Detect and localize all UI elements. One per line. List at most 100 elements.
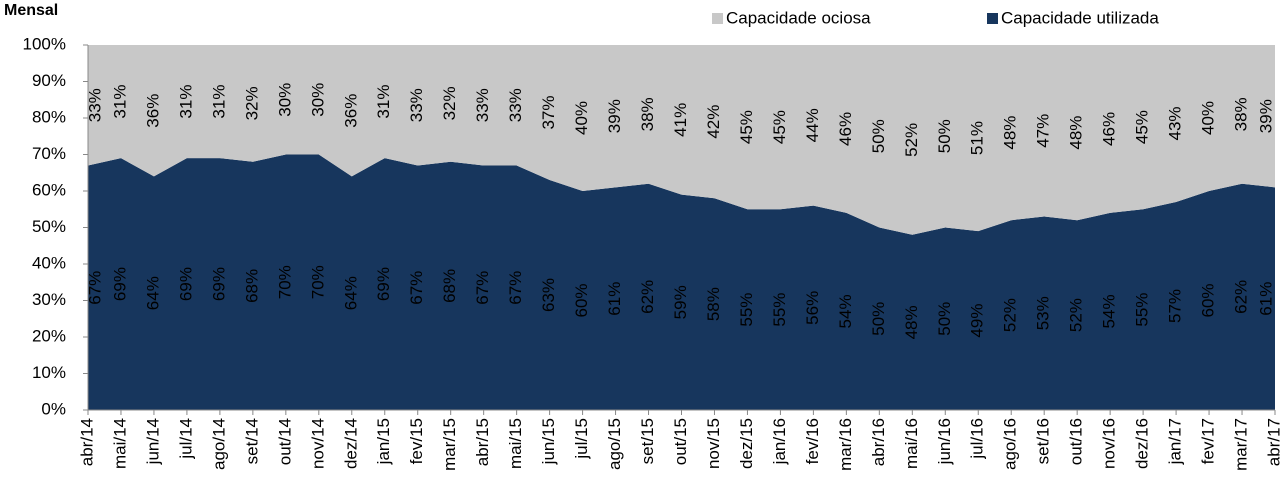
x-tick-label: jul/16 bbox=[968, 418, 987, 460]
data-label: 46% bbox=[1100, 112, 1119, 146]
y-tick-label: 0% bbox=[41, 399, 66, 418]
x-tick-label: mai/15 bbox=[506, 418, 525, 469]
data-label: 31% bbox=[374, 85, 393, 119]
data-label: 50% bbox=[869, 302, 888, 336]
data-label: 31% bbox=[110, 85, 129, 119]
area bbox=[88, 45, 1275, 235]
data-label: 56% bbox=[803, 291, 822, 325]
x-tick-label: mai/16 bbox=[902, 418, 921, 469]
data-label: 33% bbox=[473, 88, 492, 122]
data-label: 45% bbox=[737, 110, 756, 144]
x-tick-label: mar/15 bbox=[440, 418, 459, 471]
data-label: 33% bbox=[85, 88, 104, 122]
data-label: 40% bbox=[572, 101, 591, 135]
data-label: 69% bbox=[374, 267, 393, 301]
x-tick-label: jun/15 bbox=[539, 418, 558, 465]
data-label: 64% bbox=[143, 276, 162, 310]
x-tick-label: fev/15 bbox=[407, 418, 426, 464]
data-label: 45% bbox=[1133, 110, 1152, 144]
plot-area bbox=[88, 45, 1275, 410]
data-label: 50% bbox=[869, 119, 888, 153]
data-label: 55% bbox=[770, 293, 789, 327]
data-label: 51% bbox=[968, 121, 987, 155]
y-tick-label: 80% bbox=[32, 107, 66, 126]
x-tick-label: jun/14 bbox=[143, 418, 162, 465]
x-tick-label: nov/14 bbox=[308, 418, 327, 469]
x-tick-label: mar/16 bbox=[836, 418, 855, 471]
x-tick-label: nov/16 bbox=[1100, 418, 1119, 469]
data-label: 50% bbox=[935, 119, 954, 153]
data-label: 46% bbox=[836, 112, 855, 146]
data-label: 62% bbox=[638, 280, 657, 314]
y-tick-label: 50% bbox=[32, 217, 66, 236]
data-label: 67% bbox=[506, 271, 525, 305]
data-label: 55% bbox=[737, 293, 756, 327]
x-tick-label: jul/14 bbox=[176, 418, 195, 460]
data-label: 69% bbox=[176, 267, 195, 301]
data-label: 48% bbox=[1067, 116, 1086, 150]
data-label: 52% bbox=[902, 123, 921, 157]
data-label: 55% bbox=[1133, 293, 1152, 327]
data-label: 58% bbox=[704, 287, 723, 321]
data-label: 60% bbox=[572, 283, 591, 317]
data-label: 38% bbox=[638, 97, 657, 131]
x-tick-label: ago/16 bbox=[1001, 418, 1020, 470]
data-label: 67% bbox=[85, 271, 104, 305]
data-label: 45% bbox=[770, 110, 789, 144]
legend-swatch bbox=[712, 13, 723, 24]
x-tick-label: jul/15 bbox=[572, 418, 591, 460]
data-label: 31% bbox=[209, 85, 228, 119]
data-label: 52% bbox=[1001, 298, 1020, 332]
x-tick-label: nov/15 bbox=[704, 418, 723, 469]
x-tick-label: fev/17 bbox=[1199, 418, 1218, 464]
data-label: 32% bbox=[242, 86, 261, 120]
data-label: 48% bbox=[902, 305, 921, 339]
x-tick-label: abr/17 bbox=[1264, 418, 1283, 466]
legend-swatch bbox=[987, 13, 998, 24]
data-label: 48% bbox=[1001, 116, 1020, 150]
y-tick-label: 70% bbox=[32, 144, 66, 163]
data-label: 40% bbox=[1199, 101, 1218, 135]
data-label: 67% bbox=[473, 271, 492, 305]
data-label: 33% bbox=[407, 88, 426, 122]
x-tick-label: jun/16 bbox=[935, 418, 954, 465]
data-label: 36% bbox=[341, 94, 360, 128]
data-label: 69% bbox=[110, 267, 129, 301]
data-label: 57% bbox=[1166, 289, 1185, 323]
data-label: 60% bbox=[1199, 283, 1218, 317]
x-tick-label: abr/16 bbox=[869, 418, 888, 466]
data-label: 54% bbox=[1100, 294, 1119, 328]
y-tick-label: 90% bbox=[32, 71, 66, 90]
y-tick-label: 30% bbox=[32, 290, 66, 309]
data-label: 38% bbox=[1232, 97, 1251, 131]
data-label: 64% bbox=[341, 276, 360, 310]
data-label: 33% bbox=[506, 88, 525, 122]
x-tick-label: jan/16 bbox=[770, 418, 789, 465]
legend-label: Capacidade ociosa bbox=[726, 8, 871, 27]
y-tick-label: 10% bbox=[32, 363, 66, 382]
x-tick-label: ago/14 bbox=[209, 418, 228, 470]
x-tick-label: abr/14 bbox=[77, 418, 96, 466]
data-label: 61% bbox=[605, 282, 624, 316]
x-tick-label: fev/16 bbox=[803, 418, 822, 464]
data-label: 44% bbox=[803, 108, 822, 142]
data-label: 68% bbox=[242, 269, 261, 303]
y-tick-label: 100% bbox=[23, 34, 66, 53]
data-label: 52% bbox=[1067, 298, 1086, 332]
data-label: 59% bbox=[671, 285, 690, 319]
x-tick-label: set/16 bbox=[1034, 418, 1053, 464]
data-label: 32% bbox=[440, 86, 459, 120]
chart-title: Mensal bbox=[4, 2, 58, 19]
data-label: 61% bbox=[1256, 282, 1275, 316]
data-label: 49% bbox=[968, 304, 987, 338]
x-tick-label: dez/14 bbox=[341, 418, 360, 469]
data-label: 70% bbox=[275, 265, 294, 299]
data-label: 41% bbox=[671, 103, 690, 137]
y-tick-label: 60% bbox=[32, 180, 66, 199]
x-tick-label: out/16 bbox=[1067, 418, 1086, 465]
data-label: 39% bbox=[1256, 99, 1275, 133]
data-label: 39% bbox=[605, 99, 624, 133]
y-tick-label: 20% bbox=[32, 326, 66, 345]
x-tick-label: ago/15 bbox=[605, 418, 624, 470]
